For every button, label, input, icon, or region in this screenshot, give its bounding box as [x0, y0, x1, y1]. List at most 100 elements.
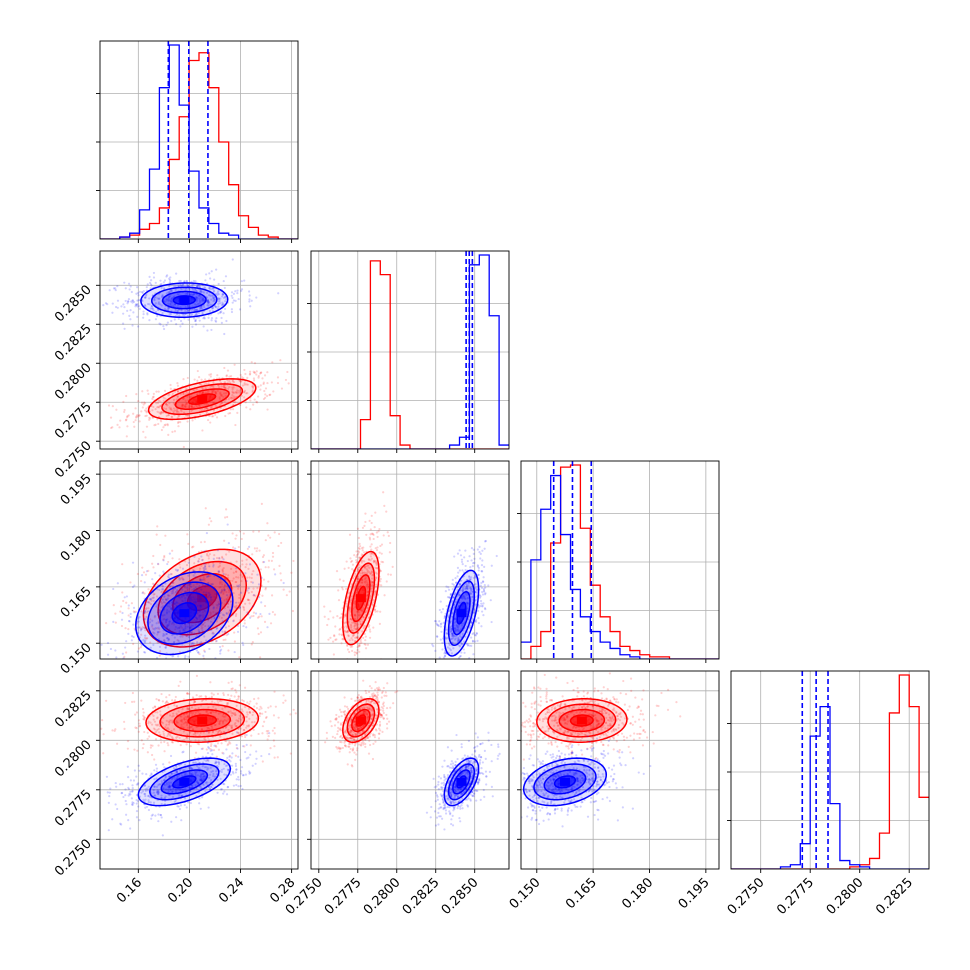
scatter-point: [368, 636, 372, 639]
scatter-point: [463, 597, 467, 600]
scatter-point: [191, 642, 194, 645]
scatter-point: [102, 303, 105, 307]
scatter-point: [196, 308, 199, 312]
scatter-point: [448, 675, 450, 677]
scatter-point: [247, 613, 250, 616]
scatter-point: [136, 302, 139, 306]
scatter-point: [188, 767, 192, 770]
scatter-point: [221, 633, 224, 636]
scatter-point: [208, 730, 211, 734]
scatter-point: [245, 757, 248, 760]
scatter-point: [361, 559, 364, 562]
scatter-point: [227, 625, 230, 628]
scatter-point: [461, 563, 464, 566]
scatter-point: [375, 572, 378, 575]
scatter-point: [379, 610, 382, 613]
scatter-point: [190, 405, 193, 409]
scatter-point: [356, 577, 359, 581]
scatter-point: [125, 601, 128, 604]
scatter-point: [145, 407, 148, 410]
scatter-point: [225, 612, 228, 615]
scatter-point: [163, 797, 167, 800]
scatter-point: [199, 291, 203, 294]
scatter-point: [244, 735, 247, 739]
scatter-point: [213, 616, 216, 619]
scatter-point: [461, 632, 464, 636]
density-peak-red: [355, 594, 366, 603]
scatter-point: [249, 370, 252, 373]
scatter-point: [190, 599, 193, 602]
scatter-point: [249, 616, 252, 619]
scatter-point: [172, 712, 175, 715]
scatter-point: [168, 576, 171, 579]
scatter-point: [190, 409, 193, 412]
scatter-point: [180, 594, 183, 597]
scatter-point: [133, 584, 136, 587]
scatter-point: [257, 583, 261, 586]
scatter-point: [228, 385, 231, 389]
scatter-point: [273, 756, 276, 759]
scatter-point: [203, 765, 207, 769]
scatter-point: [332, 653, 335, 656]
scatter-point: [343, 614, 347, 617]
scatter-point: [170, 601, 173, 604]
scatter-point: [222, 693, 225, 697]
scatter-point: [157, 620, 160, 623]
scatter-point: [335, 679, 337, 681]
scatter-point: [198, 391, 201, 394]
scatter-point: [148, 598, 151, 601]
scatter-point: [235, 560, 238, 563]
scatter-point: [253, 720, 256, 724]
scatter-point: [449, 593, 452, 596]
scatter-point: [456, 566, 460, 569]
scatter-point: [375, 563, 378, 566]
scatter-point: [141, 707, 145, 711]
scatter-point: [351, 635, 354, 638]
scatter-point: [378, 622, 381, 625]
scatter-point: [358, 645, 361, 648]
scatter-point: [300, 560, 302, 562]
scatter-point: [212, 385, 215, 389]
scatter-point: [205, 411, 208, 414]
scatter-point: [351, 629, 354, 632]
scatter-point: [140, 633, 143, 636]
scatter-point: [464, 549, 467, 552]
scatter-point: [469, 592, 472, 595]
scatter-point: [130, 639, 133, 642]
scatter-point: [227, 728, 230, 732]
scatter-point: [172, 592, 175, 595]
scatter-point: [214, 404, 217, 407]
scatter-point: [112, 587, 115, 591]
scatter-point: [231, 296, 234, 300]
scatter-point: [445, 604, 448, 608]
scatter-point: [130, 797, 134, 800]
scatter-point: [481, 559, 484, 562]
scatter-point: [212, 557, 215, 560]
scatter-point: [169, 781, 173, 784]
scatter-point: [345, 560, 348, 563]
scatter-point: [351, 638, 354, 642]
scatter-point: [369, 528, 372, 531]
scatter-point: [181, 708, 184, 711]
scatter-point: [236, 292, 239, 295]
scatter-point: [480, 581, 483, 585]
scatter-point: [214, 305, 218, 309]
scatter-point: [368, 536, 371, 539]
scatter-point: [195, 296, 198, 300]
scatter-point: [220, 310, 223, 313]
scatter-point: [243, 728, 246, 732]
scatter-point: [170, 719, 173, 722]
scatter-point: [201, 297, 204, 301]
scatter-point: [125, 651, 128, 654]
scatter-point: [202, 654, 205, 657]
scatter-point: [355, 636, 358, 639]
scatter-point: [212, 705, 215, 708]
contour-line-red: [161, 383, 244, 416]
scatter-point: [174, 577, 177, 580]
density-peak-blue: [456, 609, 467, 618]
scatter-point: [122, 312, 125, 315]
scatter-point: [345, 602, 348, 605]
scatter-point: [165, 783, 169, 786]
scatter-point: [368, 624, 371, 627]
scatter-point: [175, 771, 178, 774]
